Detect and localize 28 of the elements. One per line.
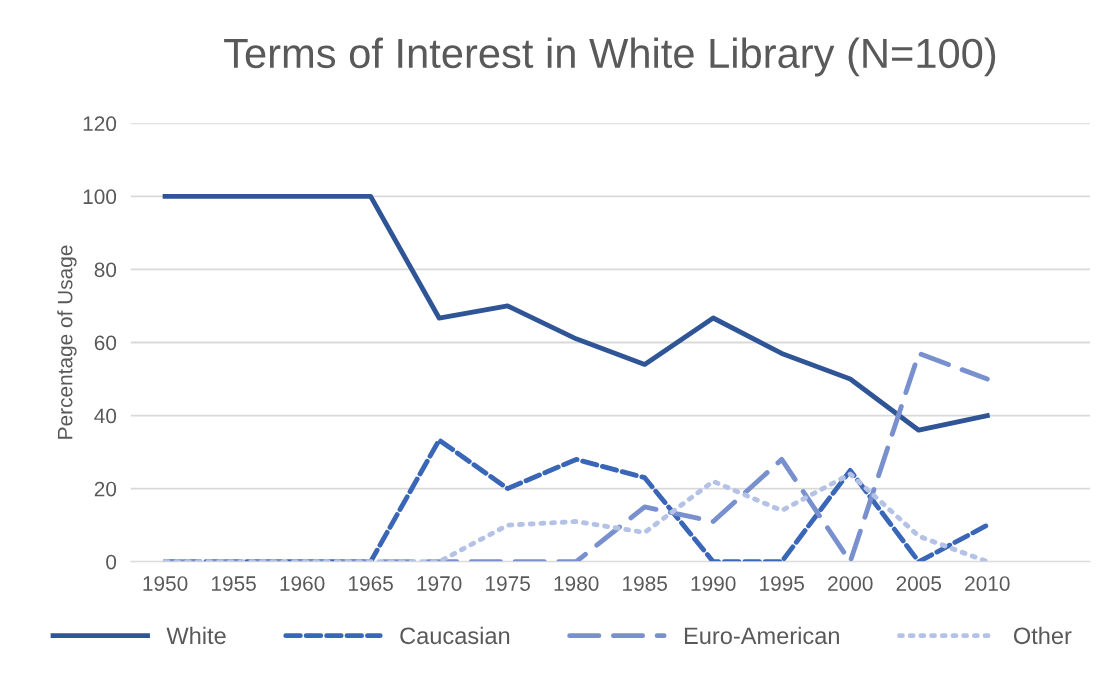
x-tick-label: 2000 [828,576,873,591]
x-tick-label: 1995 [760,576,805,591]
x-tick-label: 2010 [965,576,1010,591]
x-tick-label: 2005 [896,576,942,591]
x-tick-label: 1980 [554,576,599,591]
y-tick-label: 20 [94,481,117,497]
legend-label: Other [1013,626,1072,645]
x-tick-label: 1975 [486,576,530,591]
legend-label: Euro-American [684,626,839,645]
line-series [162,193,990,433]
x-tick-label: 1970 [417,576,462,591]
y-tick-label: 80 [94,262,117,278]
line-series [162,471,990,562]
y-tick-label: 60 [94,335,117,351]
y-tick-label: 40 [94,408,117,424]
x-tick-label: 1965 [349,576,393,591]
x-tick-label: 1950 [143,576,188,591]
x-tick-label: 1955 [212,576,256,591]
x-tick-label: 1960 [280,576,325,591]
x-tick-label: 1990 [691,576,736,591]
y-tick-label: 120 [83,116,117,132]
y-axis-title: Percentage of Usage [57,245,77,439]
legend-label: White [166,626,226,645]
legend-label: Caucasian [400,626,510,645]
y-tick-label: 100 [83,189,117,205]
chart-title: Terms of Interest in White Library (N=100) [224,37,996,77]
x-tick-label: 1985 [623,576,667,591]
y-tick-label: 0 [106,554,117,570]
